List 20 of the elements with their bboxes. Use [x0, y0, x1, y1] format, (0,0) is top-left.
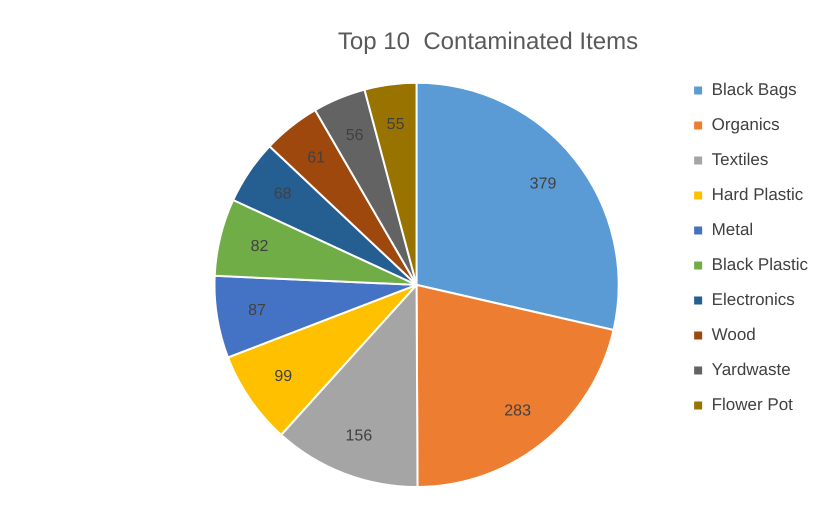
chart-title: Top 10 Contaminated Items [338, 28, 638, 56]
legend-label: Flower Pot [712, 395, 794, 414]
data-label: 68 [274, 186, 292, 203]
data-label: 156 [346, 427, 372, 444]
legend-label: Organics [712, 115, 780, 134]
data-label: 87 [248, 302, 266, 320]
legend-label: Black Bags [712, 80, 797, 100]
data-label: 283 [504, 402, 532, 420]
data-label: 61 [307, 150, 326, 167]
legend-label: Yardwaste [712, 360, 791, 380]
data-label: 55 [386, 116, 405, 133]
data-label: 82 [250, 238, 268, 255]
legend-label: Hard Plastic [712, 185, 804, 204]
data-label: 99 [274, 368, 292, 385]
legend-label: Textiles [712, 150, 768, 170]
legend-label: Metal [712, 220, 754, 240]
legend-label: Wood [712, 325, 756, 344]
data-label: 379 [530, 176, 556, 193]
legend-label: Electronics [712, 290, 795, 310]
legend-label: Black Plastic [712, 255, 808, 274]
